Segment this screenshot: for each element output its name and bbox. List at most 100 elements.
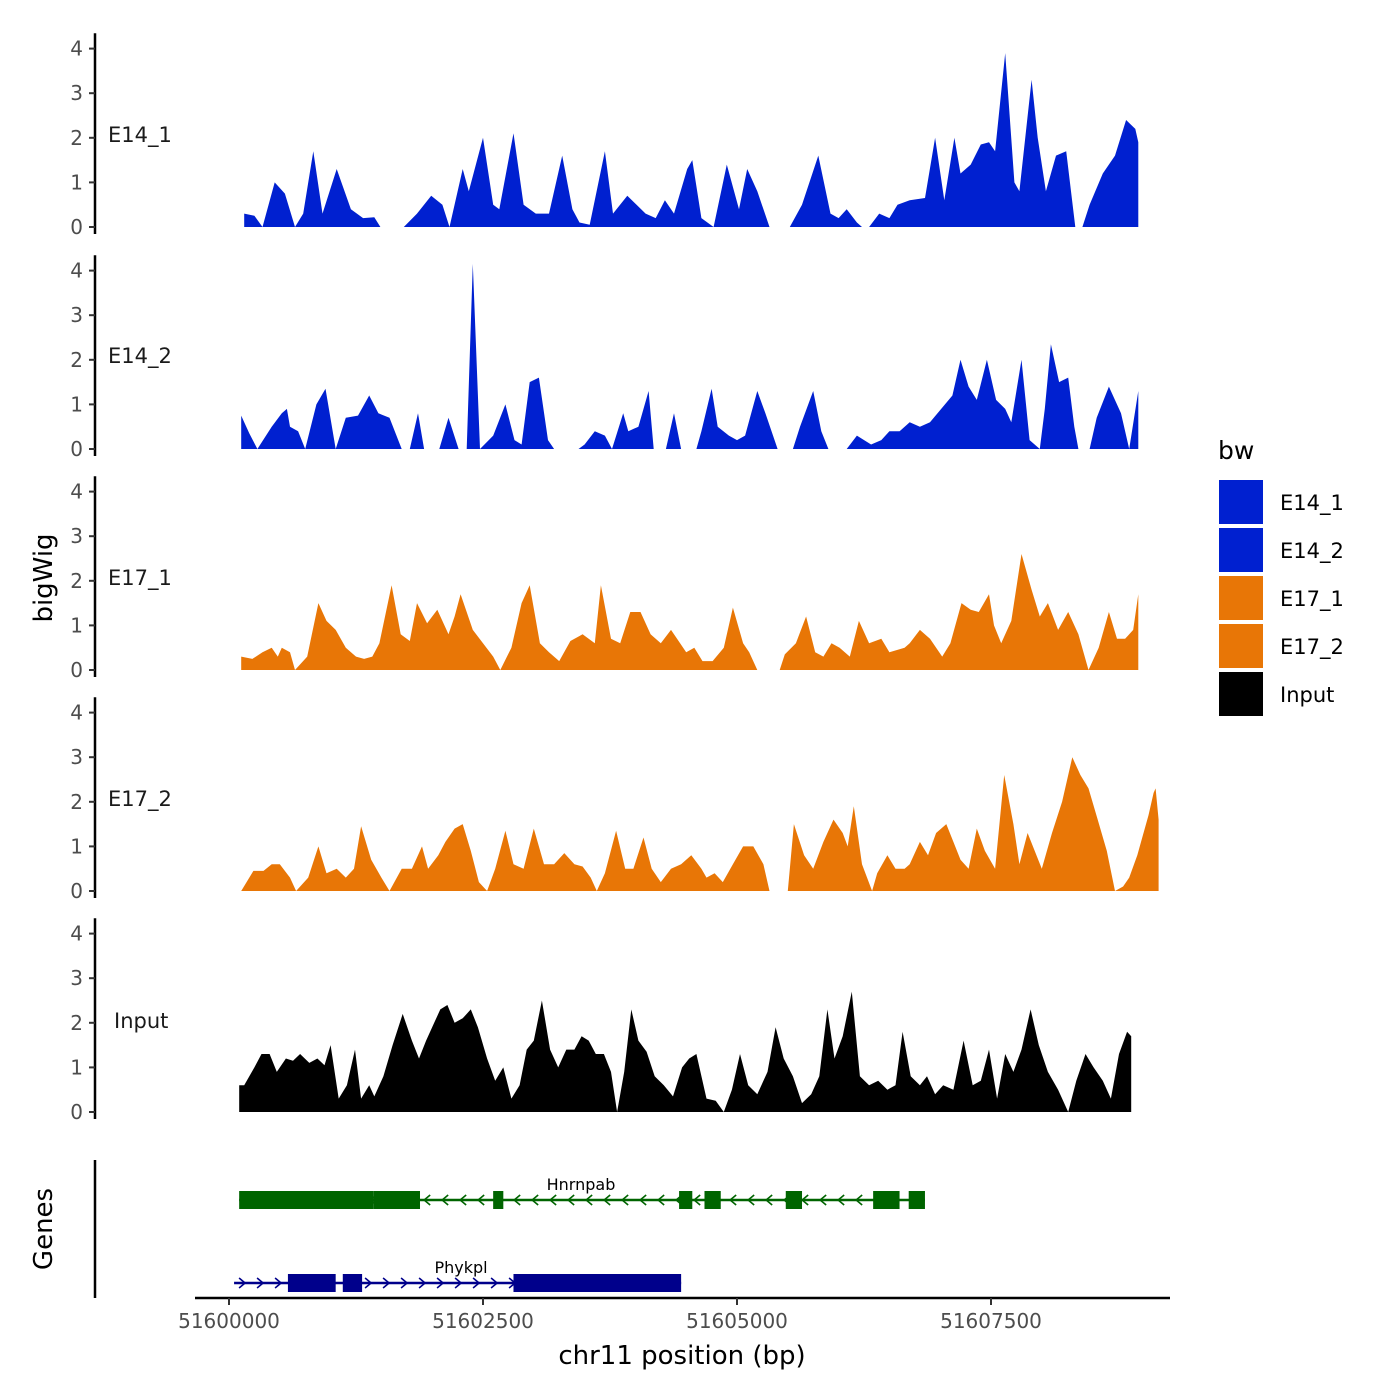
track-label: E17_1	[108, 566, 172, 591]
strand-arrow	[836, 1194, 845, 1206]
y-tick-label: 0	[70, 1100, 83, 1124]
track-e14_2: 0 1 2 3 4 E14_2	[70, 255, 1139, 461]
legend-label: E14_1	[1280, 491, 1344, 516]
y-tick-label: 4	[70, 259, 83, 283]
signal-area-e14_2	[241, 263, 1139, 449]
y-tick-label: 3	[70, 303, 83, 327]
strand-arrow	[256, 1277, 265, 1289]
y-tick-label: 2	[70, 348, 83, 372]
y-tick-label: 0	[70, 879, 83, 903]
strand-arrow	[422, 1194, 431, 1206]
strand-arrow	[584, 1194, 593, 1206]
strand-arrow	[656, 1194, 665, 1206]
strand-arrow	[854, 1194, 863, 1206]
strand-arrow	[728, 1194, 737, 1206]
legend-item-e17_2: E17_2	[1219, 624, 1344, 668]
legend-item-input: Input	[1219, 672, 1334, 716]
y-axis-title: bigWig	[29, 533, 59, 622]
x-tick-label: 51607500	[940, 1309, 1042, 1333]
legend-label: E14_2	[1280, 539, 1344, 564]
y-tick-label: 1	[70, 834, 83, 858]
exon	[908, 1191, 925, 1209]
y-tick-label: 1	[70, 1055, 83, 1079]
strand-arrow	[364, 1277, 373, 1289]
strand-arrow	[530, 1194, 539, 1206]
gene-track-title: Genes	[29, 1188, 59, 1270]
gene-label: Phykpl	[434, 1258, 487, 1277]
exon	[873, 1191, 900, 1209]
strand-arrow	[476, 1194, 485, 1206]
gene-phykpl: Phykpl	[234, 1258, 682, 1292]
y-tick-label: 2	[70, 790, 83, 814]
exon	[373, 1191, 421, 1209]
y-tick-label: 3	[70, 81, 83, 105]
y-tick-label: 1	[70, 170, 83, 194]
exon	[785, 1191, 803, 1209]
strand-arrow	[490, 1277, 499, 1289]
y-tick-label: 4	[70, 922, 83, 946]
track-label: E17_2	[108, 787, 172, 812]
gene-hnrnpab: Hnrnpab	[239, 1175, 925, 1209]
strand-arrow	[620, 1194, 629, 1206]
strand-arrow	[602, 1194, 611, 1206]
legend-swatch	[1219, 480, 1263, 524]
strand-arrow	[440, 1194, 449, 1206]
legend-item-e14_2: E14_2	[1219, 528, 1344, 572]
y-tick-label: 0	[70, 215, 83, 239]
legend-title: bw	[1218, 436, 1254, 465]
strand-arrow	[472, 1277, 481, 1289]
strand-arrow	[638, 1194, 647, 1206]
y-tick-label: 3	[70, 966, 83, 990]
signal-tracks: 0 1 2 3 4 E14_1 0 1 2 3 4 E14_2 0 1 2 3 4 E17_1 0 1 2 3 4 E17_2…	[70, 33, 1159, 1124]
exon	[513, 1274, 682, 1292]
y-tick-label: 4	[70, 701, 83, 725]
y-tick-label: 2	[70, 126, 83, 150]
strand-arrow	[418, 1277, 427, 1289]
strand-arrow	[764, 1194, 773, 1206]
y-tick-label: 3	[70, 524, 83, 548]
exon	[679, 1191, 693, 1209]
strand-arrow	[548, 1194, 557, 1206]
strand-arrow	[692, 1194, 701, 1206]
track-label: E14_1	[108, 123, 172, 148]
x-tick-label: 51602500	[432, 1309, 534, 1333]
signal-area-e17_1	[241, 554, 1139, 670]
exon	[493, 1191, 504, 1209]
y-tick-label: 1	[70, 613, 83, 637]
y-tick-label: 4	[70, 480, 83, 504]
exon	[287, 1274, 336, 1292]
legend-label: E17_2	[1280, 635, 1344, 660]
strand-arrow	[800, 1194, 809, 1206]
x-tick-label: 51605000	[686, 1309, 788, 1333]
legend-label: Input	[1280, 683, 1334, 707]
signal-area-input	[239, 991, 1132, 1112]
y-tick-label: 0	[70, 437, 83, 461]
strand-arrow	[238, 1277, 247, 1289]
y-tick-label: 4	[70, 37, 83, 61]
legend-swatch	[1219, 624, 1263, 668]
strand-arrow	[566, 1194, 575, 1206]
exon	[239, 1191, 374, 1209]
track-e14_1: 0 1 2 3 4 E14_1	[70, 33, 1139, 239]
legend-label: E17_1	[1280, 587, 1344, 612]
track-label: E14_2	[108, 344, 172, 369]
legend-swatch	[1219, 672, 1263, 716]
gene-track: Hnrnpab Phykpl	[93, 1160, 925, 1298]
x-tick-label: 51600000	[178, 1309, 280, 1333]
track-label: Input	[114, 1009, 168, 1033]
strand-arrow	[818, 1194, 827, 1206]
y-tick-label: 0	[70, 658, 83, 682]
legend: bw E14_1 E14_2 E17_1 E17_2 Input	[1218, 436, 1344, 716]
exon	[342, 1274, 363, 1292]
legend-swatch	[1219, 576, 1263, 620]
exon	[704, 1191, 721, 1209]
y-tick-label: 3	[70, 745, 83, 769]
legend-item-e17_1: E17_1	[1219, 576, 1344, 620]
x-axis-title: chr11 position (bp)	[558, 1341, 805, 1371]
y-tick-label: 2	[70, 1011, 83, 1035]
x-axis: 51600000 51602500 51605000 51607500	[178, 1296, 1170, 1333]
strand-arrow	[512, 1194, 521, 1206]
strand-arrow	[274, 1277, 283, 1289]
gene-label: Hnrnpab	[547, 1175, 616, 1194]
